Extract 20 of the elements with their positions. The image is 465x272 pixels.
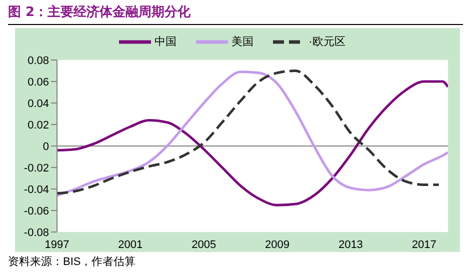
x-tick-label: 1997 <box>44 238 70 251</box>
x-tick-label: 2017 <box>412 238 436 251</box>
y-tick-label: 0.08 <box>28 54 49 67</box>
x-tick-label: 2009 <box>265 238 290 251</box>
x-tick-label: 2005 <box>192 238 216 251</box>
legend-label: 中国 <box>154 35 177 49</box>
text: 资料来源：BIS，作者估算 <box>8 255 136 269</box>
chart-title: 图 2：主要经济体金融周期分化 <box>8 4 191 21</box>
y-tick-label: -0.04 <box>24 184 49 196</box>
y-tick-label: 0.02 <box>28 119 49 132</box>
legend-label: ·欧元区 <box>308 35 346 49</box>
x-tick-label: 2013 <box>338 238 363 251</box>
x-tick-label: 2001 <box>118 238 143 251</box>
y-tick-label: 0.06 <box>28 76 49 88</box>
legend-label: 美国 <box>230 34 254 49</box>
y-tick-label: 0.04 <box>28 98 49 110</box>
y-tick-label: 0 <box>42 140 49 153</box>
y-tick-label: -0.02 <box>24 162 49 174</box>
y-tick-label: -0.08 <box>24 226 49 239</box>
y-tick-label: -0.06 <box>24 205 49 218</box>
